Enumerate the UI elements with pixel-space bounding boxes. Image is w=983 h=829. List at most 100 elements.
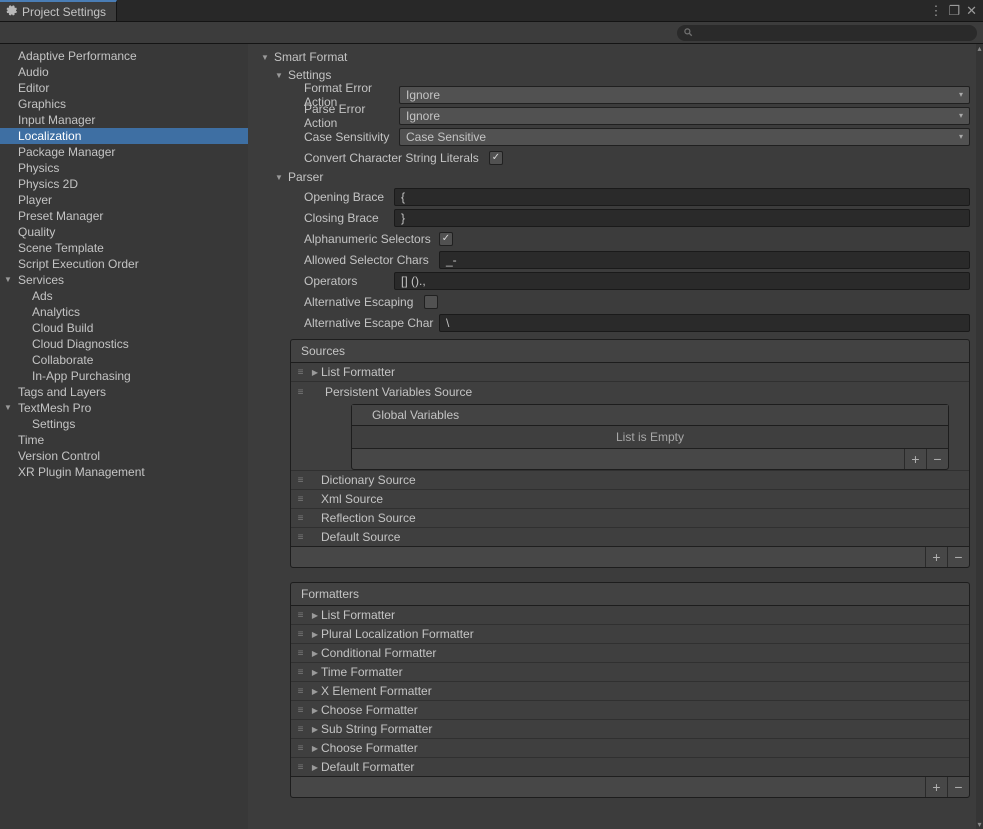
formatter-row[interactable]: ≡▶Choose Formatter [291,739,969,758]
drag-icon[interactable]: ≡ [291,532,309,543]
sidebar-item[interactable]: Collaborate [0,352,248,368]
drag-icon[interactable]: ≡ [291,724,309,735]
menu-icon[interactable]: ⋮ [929,3,942,19]
window-tab[interactable]: Project Settings [0,0,117,21]
add-button[interactable]: + [925,547,947,567]
source-row[interactable]: ≡ Default Source [291,528,969,546]
formatter-row[interactable]: ≡▶Plural Localization Formatter [291,625,969,644]
sidebar-item[interactable]: Player [0,192,248,208]
operators-input[interactable]: [] ()., [394,272,970,290]
fold-icon[interactable]: ▶ [309,368,321,377]
drag-icon[interactable]: ≡ [291,610,309,621]
sidebar-item[interactable]: Cloud Build [0,320,248,336]
convert-checkbox[interactable]: ✓ [489,151,503,165]
row-label: Time Formatter [321,663,403,681]
open-brace-input[interactable]: { [394,188,970,206]
fold-icon[interactable]: ▶ [309,630,321,639]
sidebar-item[interactable]: Time [0,432,248,448]
parse-error-dropdown[interactable]: Ignore [399,107,970,125]
formatter-row[interactable]: ≡▶Conditional Formatter [291,644,969,663]
sidebar-item[interactable]: Input Manager [0,112,248,128]
sidebar-item[interactable]: Analytics [0,304,248,320]
drag-icon[interactable]: ≡ [291,513,309,524]
formatter-row[interactable]: ≡▶X Element Formatter [291,682,969,701]
sidebar-item[interactable]: Version Control [0,448,248,464]
add-button[interactable]: + [904,449,926,469]
prop-parse-error: Parse Error Action Ignore [252,105,970,126]
header-parser[interactable]: ▼ Parser [252,168,970,186]
sidebar-item[interactable]: Ads [0,288,248,304]
source-row[interactable]: ≡ ▶ List Formatter [291,363,969,382]
formatter-row[interactable]: ≡▶Default Formatter [291,758,969,776]
search-input[interactable] [677,25,977,41]
sidebar-item[interactable]: Preset Manager [0,208,248,224]
fold-icon[interactable]: ▶ [309,725,321,734]
sidebar-item[interactable]: Graphics [0,96,248,112]
fold-icon[interactable]: ▶ [309,706,321,715]
sidebar-item[interactable]: Tags and Layers [0,384,248,400]
scrollbar[interactable] [976,44,983,829]
sidebar-item[interactable]: Script Execution Order [0,256,248,272]
fold-icon[interactable]: ▶ [309,763,321,772]
drag-icon[interactable]: ≡ [291,629,309,640]
gv-empty: List is Empty [352,426,948,448]
format-error-dropdown[interactable]: Ignore [399,86,970,104]
popout-icon[interactable]: ❐ [948,3,960,19]
fold-icon[interactable]: ▼ [4,400,12,416]
sidebar-item[interactable]: Physics [0,160,248,176]
fold-icon[interactable]: ▶ [309,611,321,620]
prop-label: Parse Error Action [304,102,399,130]
source-row[interactable]: ≡ Xml Source [291,490,969,509]
sidebar-item[interactable]: Quality [0,224,248,240]
sidebar-label: Audio [18,65,49,79]
fold-icon[interactable]: ▼ [4,272,12,288]
fold-icon[interactable]: ▶ [309,687,321,696]
drag-icon[interactable]: ≡ [291,494,309,505]
altesc-checkbox[interactable] [424,295,438,309]
sidebar-item[interactable]: Scene Template [0,240,248,256]
case-dropdown[interactable]: Case Sensitive [399,128,970,146]
drag-icon[interactable]: ≡ [291,475,309,486]
close-brace-input[interactable]: } [394,209,970,227]
sidebar-item[interactable]: In-App Purchasing [0,368,248,384]
remove-button[interactable]: − [947,547,969,567]
sidebar-item[interactable]: Settings [0,416,248,432]
fold-icon[interactable]: ▶ [309,668,321,677]
drag-icon[interactable]: ≡ [291,686,309,697]
sidebar-item[interactable]: Physics 2D [0,176,248,192]
drag-icon[interactable]: ≡ [291,367,309,378]
fold-icon[interactable]: ▶ [309,744,321,753]
drag-icon[interactable]: ≡ [291,667,309,678]
row-label: X Element Formatter [321,682,432,700]
source-row[interactable]: ≡ Dictionary Source [291,471,969,490]
source-row[interactable]: ≡ Reflection Source [291,509,969,528]
formatter-row[interactable]: ≡▶Choose Formatter [291,701,969,720]
sidebar-item[interactable]: Adaptive Performance [0,48,248,64]
drag-icon[interactable]: ≡ [291,648,309,659]
formatter-row[interactable]: ≡▶Sub String Formatter [291,720,969,739]
remove-button[interactable]: − [947,777,969,797]
allowed-chars-input[interactable]: _- [439,251,970,269]
sidebar-item[interactable]: Package Manager [0,144,248,160]
sidebar-item[interactable]: Localization [0,128,248,144]
alnum-checkbox[interactable]: ✓ [439,232,453,246]
altchar-input[interactable]: \ [439,314,970,332]
drag-icon[interactable]: ≡ [291,705,309,716]
drag-icon[interactable]: ≡ [291,762,309,773]
sidebar-item[interactable]: XR Plugin Management [0,464,248,480]
header-smart-format[interactable]: ▼ Smart Format [252,48,970,66]
sidebar-item[interactable]: ▼TextMesh Pro [0,400,248,416]
sidebar-item[interactable]: Editor [0,80,248,96]
close-icon[interactable]: ✕ [966,3,977,19]
sidebar-item[interactable]: ▼Services [0,272,248,288]
prop-label: Closing Brace [304,211,394,225]
formatter-row[interactable]: ≡▶List Formatter [291,606,969,625]
formatter-row[interactable]: ≡▶Time Formatter [291,663,969,682]
drag-icon[interactable]: ≡ [291,387,309,398]
add-button[interactable]: + [925,777,947,797]
sidebar-item[interactable]: Audio [0,64,248,80]
drag-icon[interactable]: ≡ [291,743,309,754]
fold-icon[interactable]: ▶ [309,649,321,658]
sidebar-item[interactable]: Cloud Diagnostics [0,336,248,352]
remove-button[interactable]: − [926,449,948,469]
